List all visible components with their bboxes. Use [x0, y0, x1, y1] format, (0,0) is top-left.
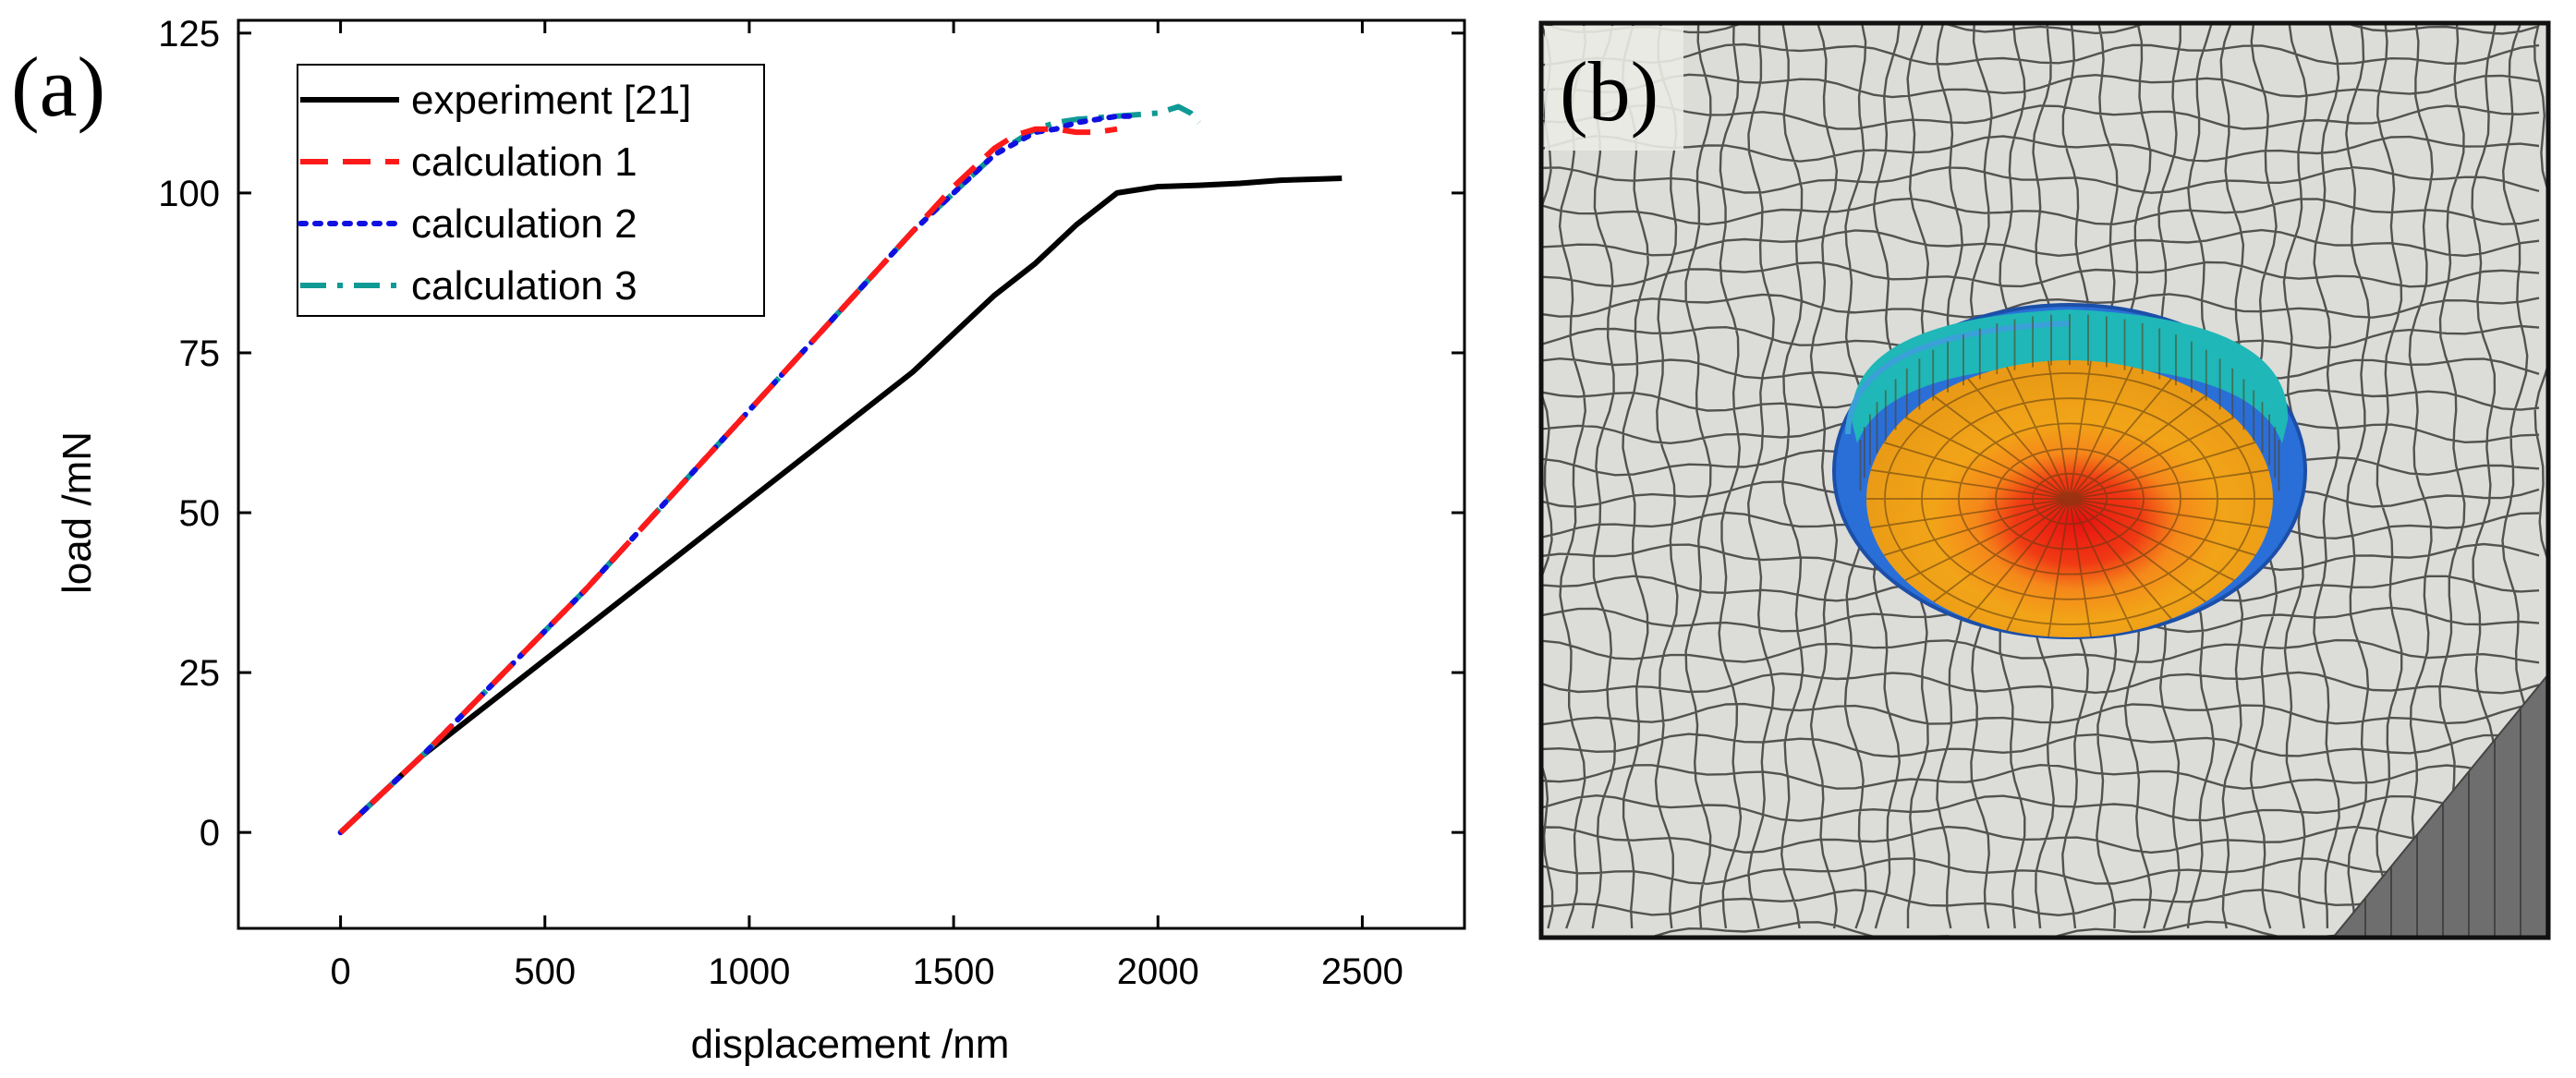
crater-mesh-path: [1859, 314, 2280, 637]
legend: experiment [21] calculation 1 calculation …: [297, 64, 765, 317]
indent-crater: [1832, 303, 2307, 639]
x-axis-title: displacement /nm: [691, 1022, 1010, 1067]
y-tick-label: 25: [179, 653, 221, 694]
y-axis-title: load /mN: [55, 431, 100, 594]
legend-label-3: calculation 2: [411, 201, 638, 247]
panel-b-label: (b): [1560, 44, 1659, 139]
legend-box: [297, 64, 765, 317]
y-tick-label: 125: [158, 14, 220, 55]
panel-b-frame: [1538, 20, 2551, 940]
x-tick-label: 1000: [708, 951, 790, 992]
x-tick-label: 500: [514, 951, 576, 992]
panel-b-label-bg: [1545, 26, 1683, 151]
y-tick-label: 100: [158, 174, 220, 214]
plot-area: [337, 103, 1343, 836]
plot-frame: [237, 18, 1466, 930]
x-tick-label: 0: [330, 951, 350, 992]
legend-label-2: calculation 1: [411, 139, 638, 185]
legend-label-4: calculation 3: [411, 263, 638, 309]
panel-a-label: (a): [11, 40, 105, 134]
crater-mesh: [1859, 314, 2280, 637]
y-tick-label: 0: [200, 813, 220, 854]
legend-label-1: experiment [21]: [411, 78, 691, 123]
panel-b-mesh-render: (b): [1538, 20, 2551, 940]
series-line-1: [338, 176, 1343, 835]
y-tick-label: 75: [179, 333, 221, 374]
axis-ticks: 0 500 1000 1500 2000 2500 0 25 50 75 100 125: [158, 14, 1464, 992]
panel-a-chart: (a) 0 500 1000 1500 2000 2500 0 25 50 75 100 125 di…: [11, 14, 1466, 1067]
series-line-2: [338, 126, 1118, 835]
x-tick-label: 2000: [1117, 951, 1199, 992]
x-tick-label: 2500: [1321, 951, 1403, 992]
x-tick-label: 1500: [913, 951, 995, 992]
y-tick-label: 50: [179, 493, 221, 534]
